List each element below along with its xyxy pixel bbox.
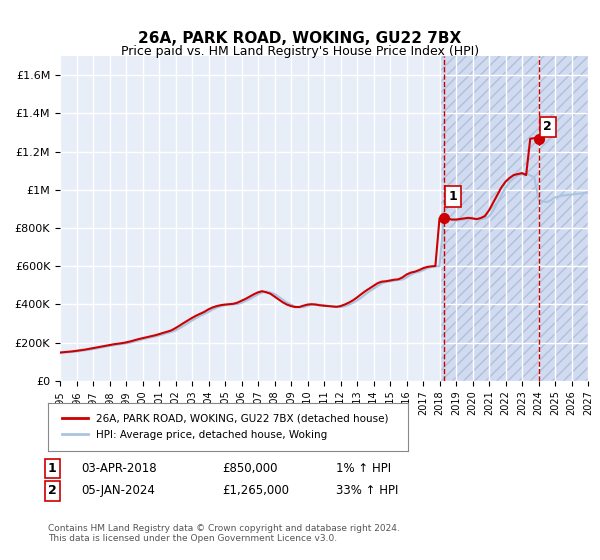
Text: 05-JAN-2024: 05-JAN-2024 — [81, 484, 155, 497]
Text: 2: 2 — [544, 120, 552, 133]
Text: £1,265,000: £1,265,000 — [222, 484, 289, 497]
Text: 03-APR-2018: 03-APR-2018 — [81, 462, 157, 475]
Text: 1: 1 — [48, 462, 57, 475]
Text: 1: 1 — [449, 190, 457, 203]
Text: 2: 2 — [48, 484, 57, 497]
Text: 33% ↑ HPI: 33% ↑ HPI — [336, 484, 398, 497]
Text: £850,000: £850,000 — [222, 462, 277, 475]
Text: 26A, PARK ROAD, WOKING, GU22 7BX: 26A, PARK ROAD, WOKING, GU22 7BX — [139, 31, 461, 46]
Legend: 26A, PARK ROAD, WOKING, GU22 7BX (detached house), HPI: Average price, detached : 26A, PARK ROAD, WOKING, GU22 7BX (detach… — [57, 409, 394, 445]
Bar — [439, 56, 588, 381]
Text: Price paid vs. HM Land Registry's House Price Index (HPI): Price paid vs. HM Land Registry's House … — [121, 45, 479, 58]
Text: Contains HM Land Registry data © Crown copyright and database right 2024.
This d: Contains HM Land Registry data © Crown c… — [48, 524, 400, 543]
Text: 1% ↑ HPI: 1% ↑ HPI — [336, 462, 391, 475]
